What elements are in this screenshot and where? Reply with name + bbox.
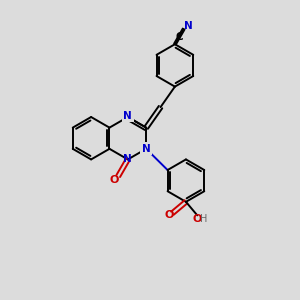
Text: O: O bbox=[164, 210, 174, 220]
Text: N: N bbox=[184, 21, 193, 31]
Text: N: N bbox=[124, 154, 132, 164]
Text: N: N bbox=[124, 110, 132, 121]
Text: O: O bbox=[193, 214, 202, 224]
Text: C: C bbox=[175, 32, 183, 42]
Text: N: N bbox=[142, 144, 151, 154]
Text: O: O bbox=[110, 175, 119, 185]
Text: N: N bbox=[124, 110, 132, 121]
Text: H: H bbox=[200, 214, 208, 224]
